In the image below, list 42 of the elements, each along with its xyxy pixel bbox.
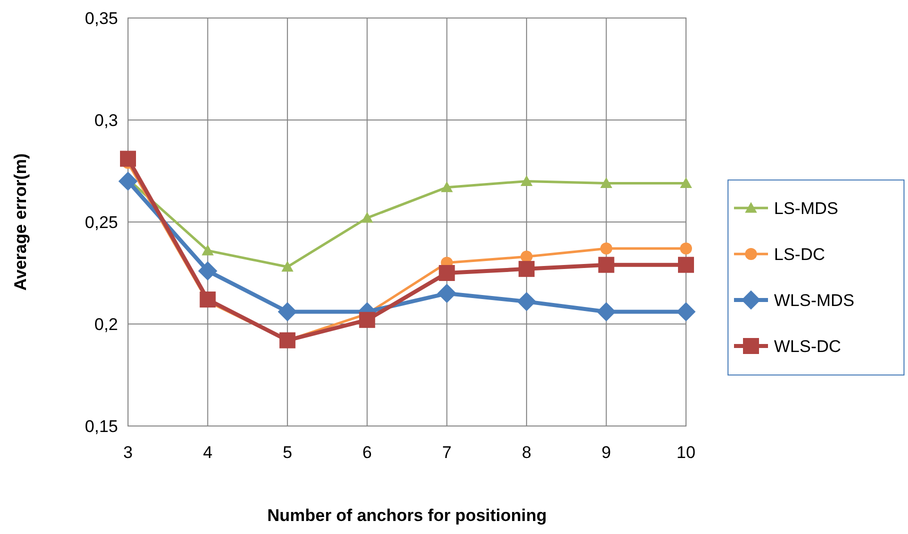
x-axis-title: Number of anchors for positioning (267, 506, 547, 525)
x-tick-label: 6 (362, 443, 372, 462)
point (440, 181, 453, 192)
point (518, 260, 535, 277)
point (598, 256, 614, 273)
legend-label: WLS-MDS (774, 290, 854, 310)
point (600, 177, 612, 188)
point (118, 172, 138, 191)
point (120, 150, 136, 167)
x-tick-label: 4 (202, 443, 212, 462)
x-tick-label: 8 (522, 443, 532, 462)
x-tick-label: 5 (282, 443, 292, 462)
y-tick-label: 0,2 (94, 314, 118, 334)
point (520, 175, 533, 186)
x-tick-label: 3 (123, 443, 133, 462)
point (680, 242, 692, 255)
legend-label: LS-MDS (774, 198, 838, 218)
point (596, 302, 616, 322)
point (438, 265, 455, 281)
point (600, 242, 612, 255)
point (680, 177, 692, 188)
point (198, 261, 218, 281)
y-axis-title: Average error(m) (11, 153, 30, 291)
legend-label: WLS-DC (774, 336, 842, 356)
y-tick-label: 0,3 (94, 110, 118, 130)
x-tick-label: 9 (602, 443, 612, 462)
point (678, 256, 694, 273)
legend-label: LS-DC (774, 244, 826, 264)
point (202, 244, 214, 256)
point (361, 212, 374, 223)
y-tick-label: 0,35 (84, 8, 118, 28)
point (200, 292, 216, 308)
point (676, 302, 696, 322)
x-tick-label: 7 (442, 443, 452, 462)
point (281, 260, 294, 272)
y-tick-label: 0,25 (84, 212, 118, 232)
point (437, 284, 456, 303)
point (278, 302, 298, 322)
point (516, 292, 536, 312)
x-tick-label: 10 (676, 443, 696, 462)
y-tick-label: 0,15 (84, 416, 118, 436)
point (359, 312, 376, 328)
